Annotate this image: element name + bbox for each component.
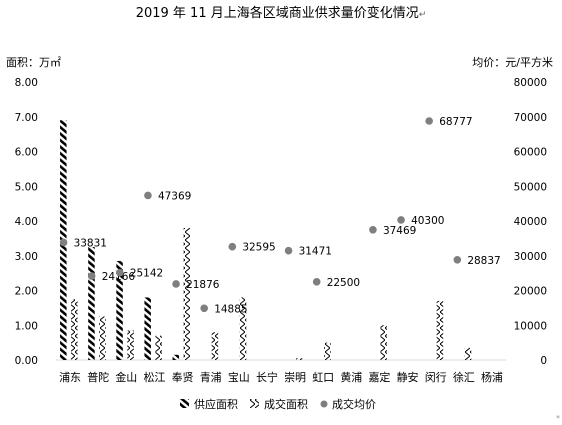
- right-tick-label: 30000: [514, 251, 547, 263]
- category-label: 浦东: [59, 371, 81, 384]
- right-tick-label: 0: [540, 355, 547, 367]
- deal-bar: [211, 332, 219, 360]
- title-return-mark: ↵: [419, 10, 427, 20]
- deal-bar: [296, 358, 303, 360]
- price-data-label: 25142: [130, 268, 163, 280]
- category-label: 长宁: [256, 370, 278, 384]
- right-tick-label: 70000: [514, 112, 547, 124]
- price-data-label: 24166: [102, 271, 136, 283]
- category-label: 崇明: [284, 371, 306, 384]
- price-point: [116, 268, 124, 277]
- legend-swatch-supply: [180, 399, 189, 408]
- price-data-label: 28837: [467, 255, 500, 267]
- legend-label-price: 成交均价: [332, 397, 376, 411]
- corner-mark: *: [556, 414, 560, 423]
- left-axis-ticks: 0.00 1.00 2.00 3.00 4.00 5.00 6.00 7.00 8.00: [15, 77, 38, 367]
- price-point: [200, 304, 208, 313]
- price-point: [59, 238, 68, 247]
- price-data-label: 68777: [439, 116, 472, 128]
- deal-bar: [324, 342, 331, 360]
- deal-bar: [464, 347, 472, 360]
- deal-bar: [71, 299, 78, 360]
- legend-label-deal: 成交面积: [264, 397, 308, 411]
- left-tick-label: 6.00: [15, 147, 38, 159]
- supply-bar: [116, 260, 123, 360]
- supply-bar: [88, 247, 95, 360]
- left-tick-label: 8.00: [15, 77, 38, 89]
- left-axis-title: 面积：万㎡: [6, 56, 61, 69]
- category-label: 松江: [143, 370, 165, 384]
- price-point: [397, 216, 405, 224]
- left-tick-label: 1.00: [15, 320, 38, 332]
- supply-bar: [172, 354, 180, 360]
- deal-bar: [99, 316, 106, 360]
- price-data-label: 31471: [299, 246, 332, 258]
- price-point: [284, 246, 293, 255]
- category-label: 徐汇: [453, 370, 475, 384]
- right-tick-label: 10000: [514, 320, 547, 332]
- price-data-label: 37469: [383, 225, 416, 237]
- deal-bar: [183, 227, 191, 360]
- category-label: 青浦: [200, 371, 222, 384]
- category-label: 普陀: [87, 370, 109, 384]
- price-point: [425, 117, 433, 125]
- price-point: [369, 225, 377, 234]
- price-data-label: 21876: [186, 279, 220, 291]
- right-tick-label: 80000: [514, 77, 547, 89]
- deal-bar: [127, 330, 134, 360]
- supply-bar: [144, 297, 151, 360]
- right-tick-label: 50000: [514, 181, 547, 193]
- category-labels: 浦东 普陀 金山 松江 奉贤 青浦 宝山 长宁 崇明 虹口 黄浦 嘉定 静安 闵行 徐汇 杨浦: [59, 370, 503, 384]
- right-axis-ticks: 0 10000 20000 30000 40000 50000 60000 70000 8000…: [514, 77, 547, 367]
- left-tick-label: 3.00: [15, 251, 38, 263]
- category-label: 闵行: [425, 370, 447, 384]
- price-data-label: 14885: [214, 303, 247, 315]
- price-data-label: 22500: [327, 277, 360, 289]
- deal-bar: [155, 335, 162, 360]
- price-point: [228, 242, 237, 251]
- left-tick-label: 7.00: [15, 112, 38, 124]
- category-label: 奉贤: [172, 370, 194, 384]
- price-data-label: 47369: [158, 190, 191, 202]
- deal-bar: [380, 325, 387, 360]
- legend-marker-price: [320, 400, 328, 408]
- right-axis-title: 均价：元/平方米: [472, 55, 553, 69]
- right-tick-label: 40000: [514, 216, 547, 228]
- price-data-label: 33831: [74, 237, 107, 249]
- left-tick-label: 2.00: [15, 286, 38, 298]
- legend-label-supply: 供应面积: [194, 397, 238, 411]
- legend: 供应面积 成交面积 成交均价: [180, 397, 376, 411]
- legend-swatch-deal: [250, 399, 259, 408]
- deal-bar: [239, 297, 247, 360]
- category-label: 嘉定: [368, 370, 390, 384]
- right-tick-label: 20000: [514, 286, 547, 298]
- price-point: [312, 278, 321, 286]
- right-tick-label: 60000: [514, 147, 547, 159]
- category-label: 宝山: [228, 370, 250, 384]
- category-label: 静安: [397, 370, 419, 384]
- price-point: [87, 272, 96, 280]
- left-tick-label: 0.00: [15, 355, 38, 367]
- category-label: 杨浦: [481, 370, 503, 384]
- category-label: 金山: [115, 370, 137, 384]
- category-label: 黄浦: [340, 370, 362, 384]
- price-point: [453, 255, 462, 264]
- chart-title: 2019 年 11 月上海各区域商业供求量价变化情况↵: [136, 5, 427, 21]
- price-point: [144, 191, 152, 200]
- left-tick-label: 5.00: [15, 181, 38, 193]
- category-label: 虹口: [312, 371, 334, 384]
- price-point: [172, 280, 180, 288]
- price-data-label: 32595: [242, 242, 275, 254]
- price-data-label: 40300: [411, 215, 444, 227]
- deal-bar: [436, 300, 444, 360]
- left-tick-label: 4.00: [15, 216, 38, 228]
- deal-bars: [71, 227, 472, 360]
